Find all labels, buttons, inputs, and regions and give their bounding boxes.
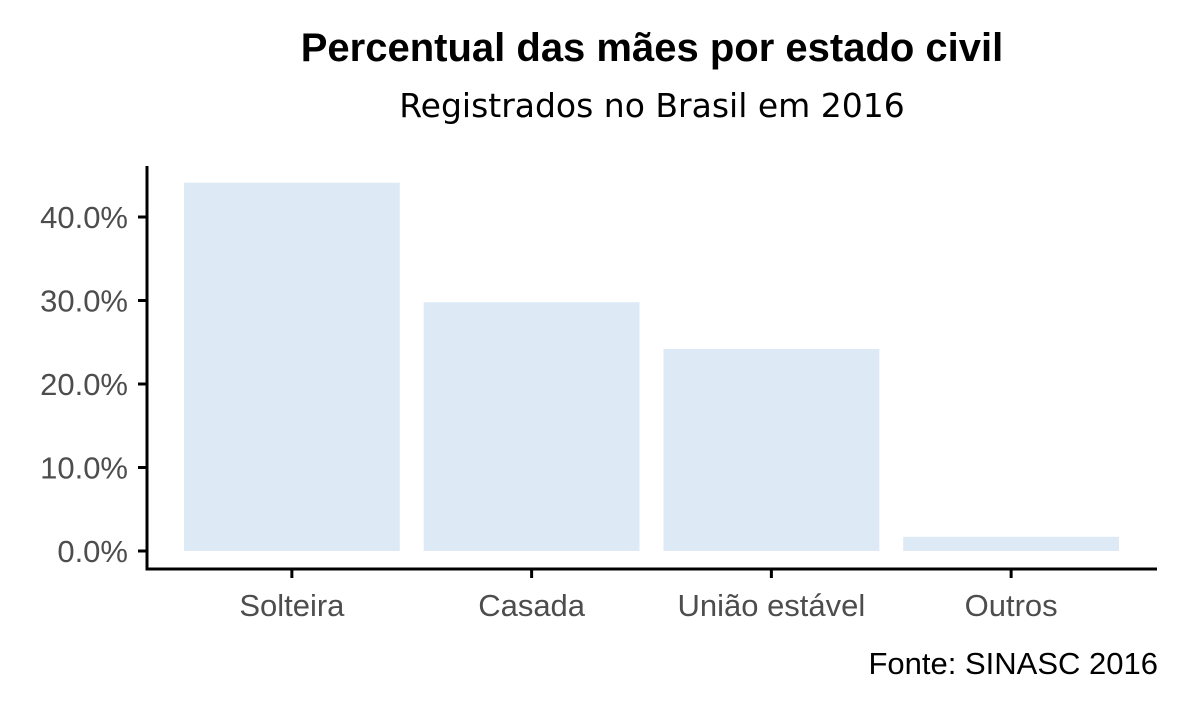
bar-2 (663, 348, 880, 551)
bars-group (184, 182, 1119, 552)
y-tick-label: 10.0% (40, 451, 128, 486)
x-tick-label: Casada (478, 588, 586, 623)
chart-title: Percentual das mães por estado civil (301, 26, 1004, 70)
y-tick-label: 20.0% (40, 367, 128, 402)
bar-1 (423, 302, 640, 551)
y-axis: 0.0% 10.0% 20.0% 30.0% 40.0% (40, 166, 149, 569)
y-tick-label: 0.0% (57, 534, 128, 569)
chart-caption: Fonte: SINASC 2016 (869, 646, 1159, 681)
y-tick-label: 40.0% (40, 200, 128, 235)
y-tick-label: 30.0% (40, 284, 128, 319)
chart-subtitle: Registrados no Brasil em 2016 (399, 86, 905, 125)
x-axis: Solteira Casada União estável Outros (145, 567, 1157, 623)
x-tick-label: Solteira (239, 588, 345, 623)
x-tick-label: União estável (677, 588, 865, 623)
bar-3 (903, 536, 1119, 551)
bar-0 (184, 182, 400, 552)
x-tick-label: Outros (965, 588, 1058, 623)
